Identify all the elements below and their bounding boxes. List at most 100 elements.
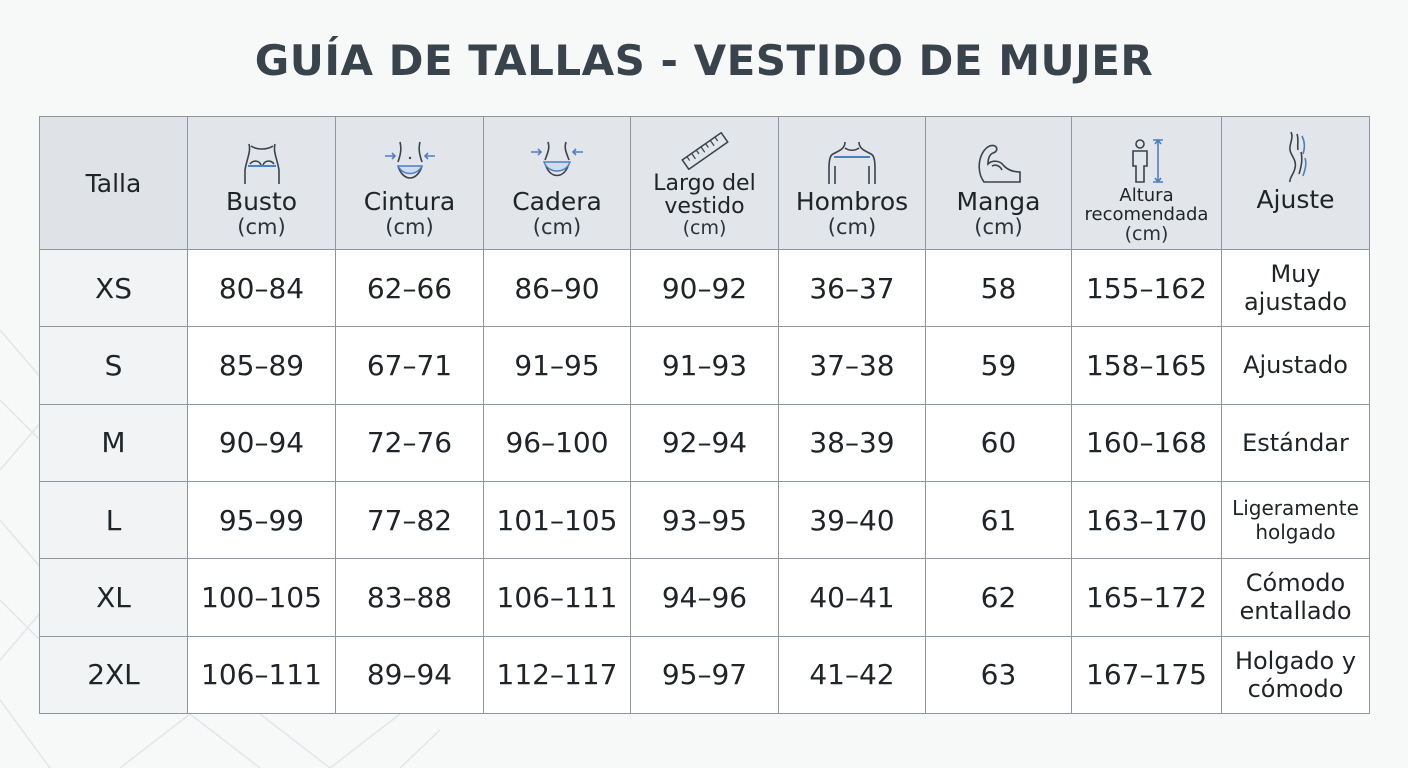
ajuste-cell: Muy ajustado xyxy=(1221,248,1370,328)
header-cadera: Cadera (cm) xyxy=(483,116,631,250)
cintura-cell: 83–88 xyxy=(335,558,484,637)
manga-cell: 61 xyxy=(925,480,1072,560)
table-row-xl: XL 100–105 83–88 106–111 94–96 40–41 62 … xyxy=(39,558,1370,637)
busto-cell: 100–105 xyxy=(187,558,336,637)
busto-cell: 106–111 xyxy=(187,635,336,715)
size-cell: M xyxy=(39,403,188,482)
size-cell: XS xyxy=(39,248,188,328)
manga-cell: 63 xyxy=(925,635,1072,715)
header-manga-label: Manga xyxy=(956,187,1041,216)
ajuste-cell: Estándar xyxy=(1221,403,1370,482)
largo-cell: 95–97 xyxy=(630,635,779,715)
page-title: GUÍA DE TALLAS - VESTIDO DE MUJER xyxy=(254,36,1154,85)
header-altura-label: Altura xyxy=(1119,185,1174,206)
largo-cell: 92–94 xyxy=(630,403,779,482)
header-altura-unit: (cm) xyxy=(1124,223,1169,245)
cintura-cell: 89–94 xyxy=(335,635,484,715)
header-cadera-unit: (cm) xyxy=(532,215,582,239)
table-row-l: L 95–99 77–82 101–105 93–95 39–40 61 163… xyxy=(39,480,1370,560)
ajuste-line: holgado xyxy=(1255,520,1336,545)
header-altura: Altura recomendada (cm) xyxy=(1071,116,1222,250)
header-busto: Busto (cm) xyxy=(187,116,336,250)
header-largo: Largo del vestido (cm) xyxy=(630,116,779,250)
largo-cell: 94–96 xyxy=(630,558,779,637)
hombros-cell: 41–42 xyxy=(778,635,926,715)
cadera-cell: 96–100 xyxy=(483,403,631,482)
busto-cell: 80–84 xyxy=(187,248,336,328)
cintura-cell: 77–82 xyxy=(335,480,484,560)
header-hombros-label: Hombros xyxy=(795,187,909,216)
ajuste-cell: Holgado y cómodo xyxy=(1221,635,1370,715)
header-ajuste: Ajuste xyxy=(1221,116,1370,250)
size-chart-table: Talla Busto (cm) Cintura (cm) xyxy=(39,116,1370,715)
header-altura-label-2: recomendada xyxy=(1084,204,1209,225)
busto-cell: 90–94 xyxy=(187,403,336,482)
hombros-cell: 36–37 xyxy=(778,248,926,328)
ruler-icon xyxy=(680,132,729,170)
busto-cell: 95–99 xyxy=(187,480,336,560)
silhouette-icon xyxy=(1288,131,1307,183)
altura-cell: 165–172 xyxy=(1071,558,1222,637)
ajuste-cell: Ajustado xyxy=(1221,326,1370,405)
header-busto-unit: (cm) xyxy=(237,215,286,239)
hombros-cell: 39–40 xyxy=(778,480,926,560)
header-talla: Talla xyxy=(39,116,188,250)
busto-cell: 85–89 xyxy=(187,326,336,405)
ajuste-line: cómodo xyxy=(1247,674,1344,703)
header-manga-unit: (cm) xyxy=(974,215,1023,239)
manga-cell: 62 xyxy=(925,558,1072,637)
size-cell: XL xyxy=(39,558,188,637)
largo-cell: 93–95 xyxy=(630,480,779,560)
altura-cell: 155–162 xyxy=(1071,248,1222,328)
altura-cell: 158–165 xyxy=(1071,326,1222,405)
table-row-m: M 90–94 72–76 96–100 92–94 38–39 60 160–… xyxy=(39,403,1370,482)
header-cintura-unit: (cm) xyxy=(385,215,434,239)
table-row-xs: XS 80–84 62–66 86–90 90–92 36–37 58 155–… xyxy=(39,248,1370,328)
altura-cell: 167–175 xyxy=(1071,635,1222,715)
hip-icon xyxy=(531,141,583,177)
manga-cell: 60 xyxy=(925,403,1072,482)
arm-icon xyxy=(977,144,1021,183)
ajuste-line: ajustado xyxy=(1243,288,1348,317)
ajuste-line: entallado xyxy=(1239,597,1352,626)
altura-cell: 160–168 xyxy=(1071,403,1222,482)
cintura-cell: 72–76 xyxy=(335,403,484,482)
header-talla-label: Talla xyxy=(85,168,142,198)
size-cell: L xyxy=(39,480,188,560)
altura-cell: 163–170 xyxy=(1071,480,1222,560)
header-largo-label-2: vestido xyxy=(664,194,745,219)
ajuste-cell: Cómodo entallado xyxy=(1221,558,1370,637)
shoulders-icon xyxy=(828,141,876,184)
cadera-cell: 101–105 xyxy=(483,480,631,560)
ajuste-line: Estándar xyxy=(1242,428,1349,457)
ajuste-line: Holgado y xyxy=(1234,646,1357,675)
cadera-cell: 106–111 xyxy=(483,558,631,637)
hombros-cell: 37–38 xyxy=(778,326,926,405)
ajuste-line: Ligeramente xyxy=(1232,496,1359,521)
ajuste-line: Muy xyxy=(1270,260,1321,289)
height-icon xyxy=(1131,138,1163,184)
ajuste-cell: Ligeramente holgado xyxy=(1221,480,1370,560)
cadera-cell: 91–95 xyxy=(483,326,631,405)
header-busto-label: Busto xyxy=(225,187,298,216)
bust-icon xyxy=(243,143,280,184)
header-ajuste-label: Ajuste xyxy=(1256,185,1335,214)
ajuste-line: Cómodo xyxy=(1245,569,1346,598)
manga-cell: 59 xyxy=(925,326,1072,405)
header-hombros-unit: (cm) xyxy=(827,215,877,239)
header-largo-unit: (cm) xyxy=(682,217,727,239)
cadera-cell: 112–117 xyxy=(483,635,631,715)
largo-cell: 91–93 xyxy=(630,326,779,405)
cadera-cell: 86–90 xyxy=(483,248,631,328)
table-row-2xl: 2XL 106–111 89–94 112–117 95–97 41–42 63… xyxy=(39,635,1370,715)
size-cell: S xyxy=(39,326,188,405)
header-row: Talla Busto (cm) Cintura (cm) xyxy=(39,116,1370,250)
largo-cell: 90–92 xyxy=(630,248,779,328)
header-largo-label: Largo del xyxy=(653,171,756,196)
waist-icon xyxy=(384,141,435,179)
table-row-s: S 85–89 67–71 91–95 91–93 37–38 59 158–1… xyxy=(39,326,1370,405)
ajuste-line: Ajustado xyxy=(1243,351,1348,380)
cintura-cell: 62–66 xyxy=(335,248,484,328)
hombros-cell: 40–41 xyxy=(778,558,926,637)
header-cintura: Cintura (cm) xyxy=(335,116,484,250)
